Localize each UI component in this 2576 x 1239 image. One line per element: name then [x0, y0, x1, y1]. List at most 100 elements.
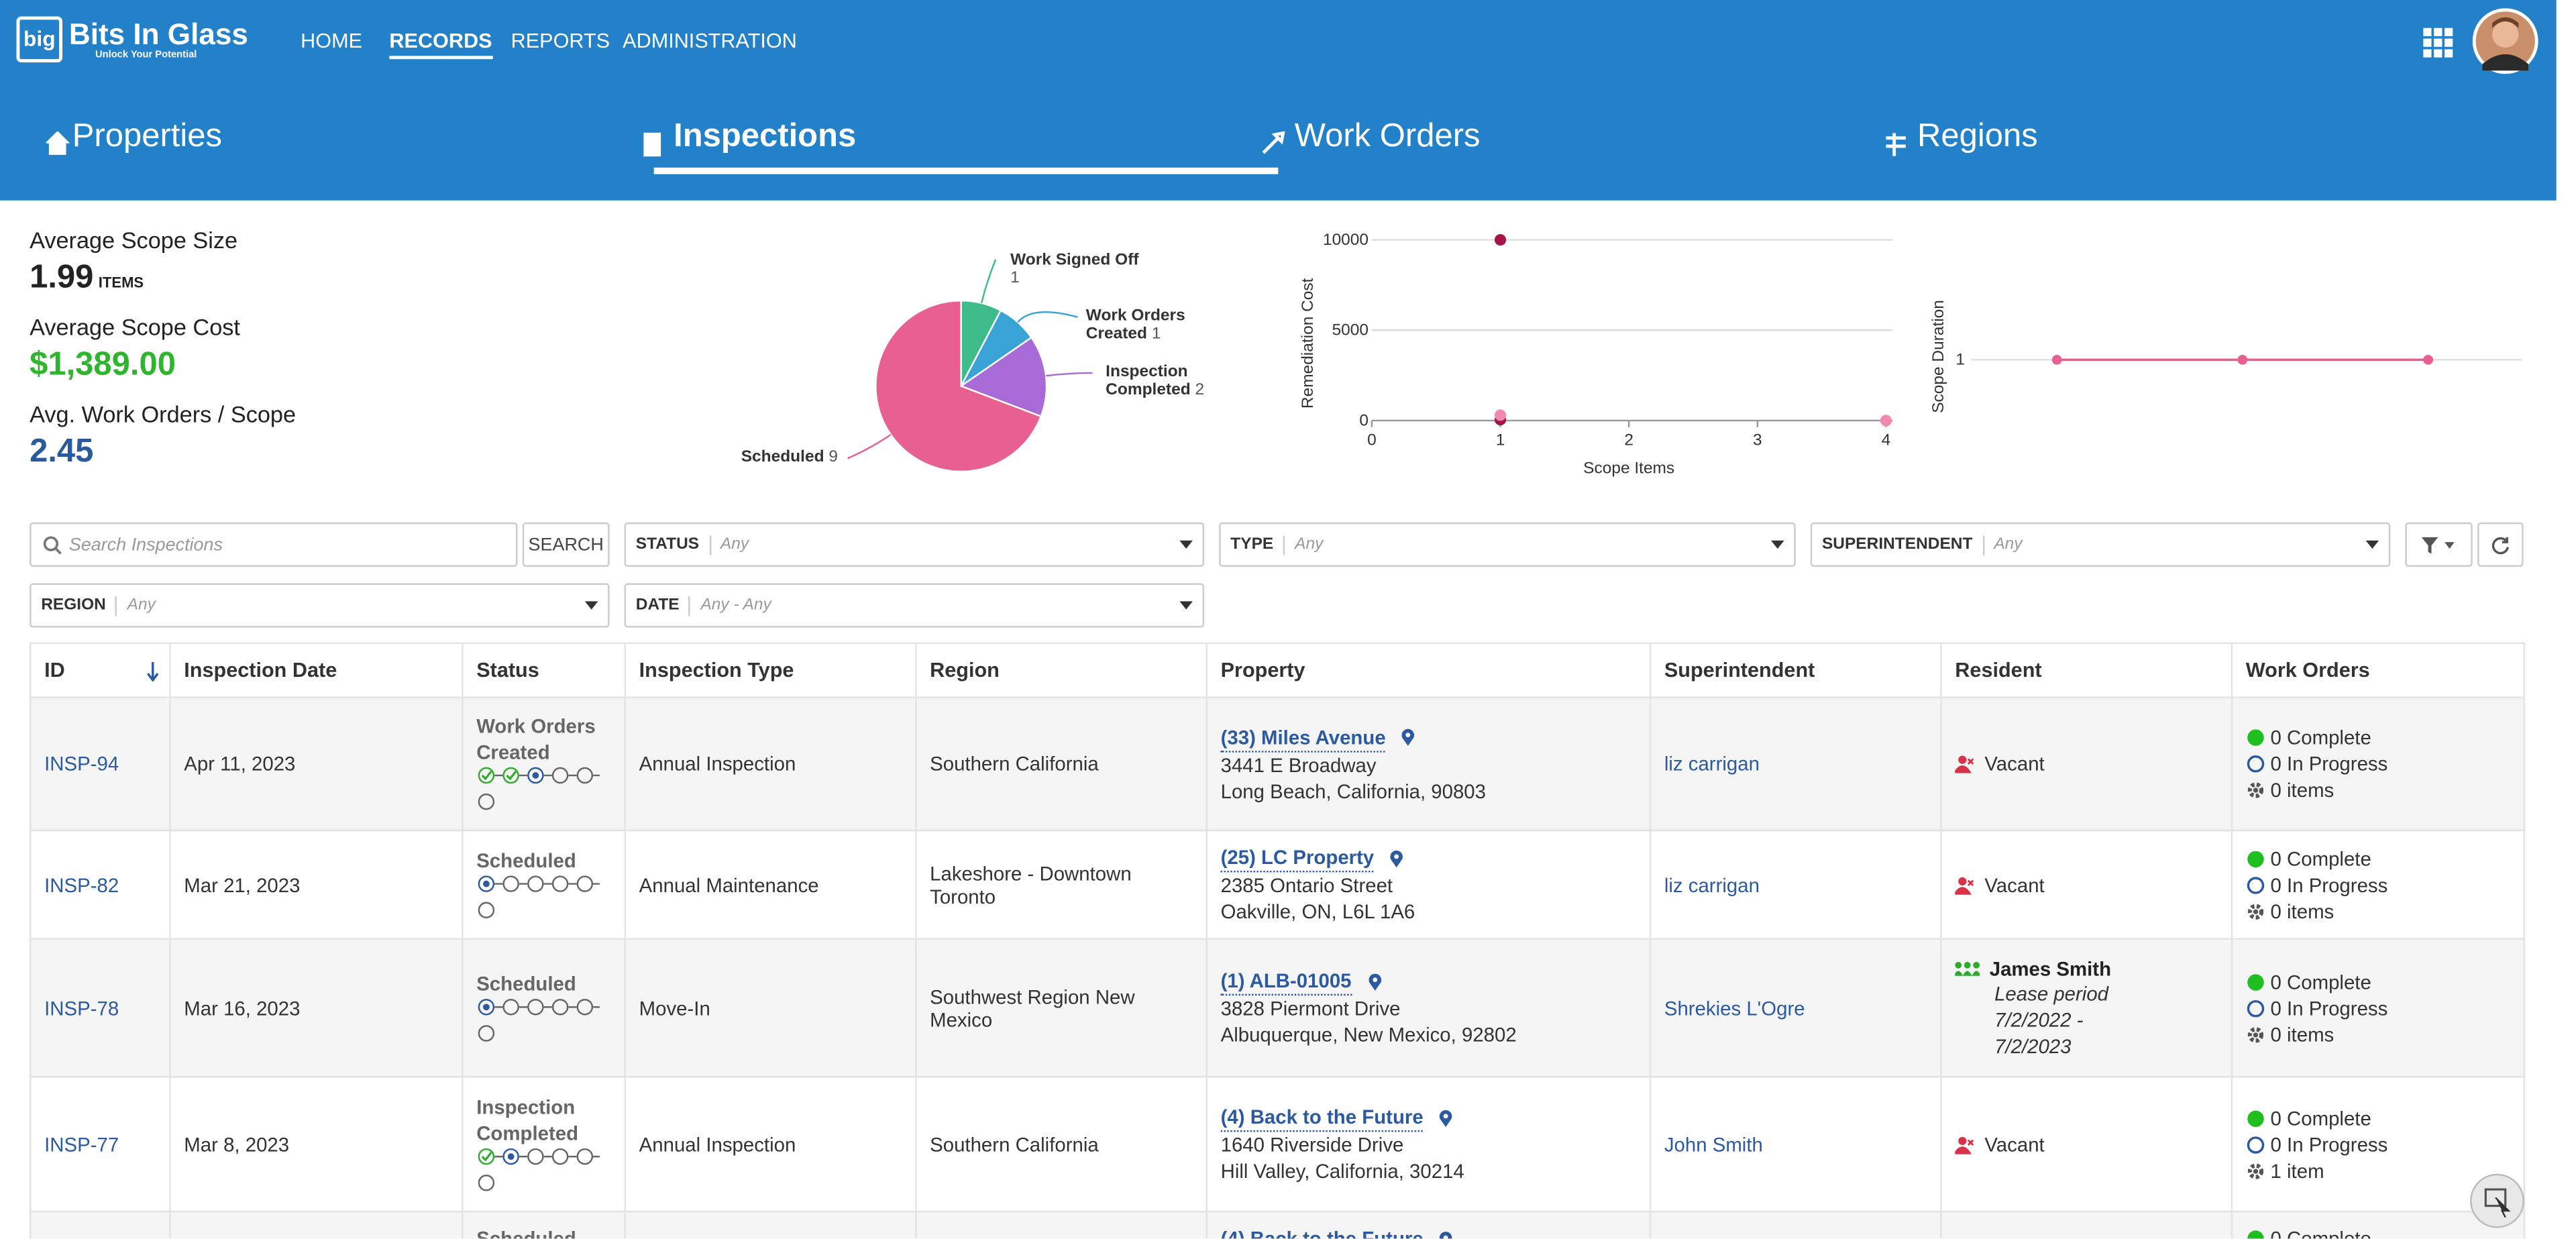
column-header[interactable]: Resident [1940, 642, 2233, 698]
superintendent[interactable]: liz carrigan [1664, 752, 1760, 775]
nav-item[interactable]: RECORDS [389, 30, 492, 60]
table-cell: Inspection Completed [462, 1076, 627, 1213]
icon-pin[interactable] [1399, 728, 1418, 747]
table-row[interactable]: Scheduled (4) Back to the Future 0 Complet… [30, 1210, 2526, 1239]
search-box[interactable]: Search Inspections [30, 522, 518, 567]
inspection-id[interactable]: INSP-78 [44, 996, 119, 1020]
table-row[interactable]: INSP-82 Mar 21, 2023 Scheduled Annual Maint… [30, 829, 2526, 940]
superintendent[interactable]: John Smith [1664, 1132, 1763, 1156]
tab[interactable]: Regions [1917, 118, 2038, 155]
inspection-id[interactable]: INSP-94 [44, 752, 119, 775]
tab[interactable]: Properties [72, 118, 222, 155]
inspection-id[interactable]: INSP-77 [44, 1132, 119, 1156]
table-cell: (1) ALB-01005 3828 Piermont Drive Albuquer… [1205, 938, 1652, 1078]
status: Inspection Completed [476, 1095, 579, 1144]
work-order-count: 0 In Progress [2270, 996, 2388, 1020]
work-order-count: 0 In Progress [2270, 752, 2388, 775]
table-cell: Southwest Region New Mexico [915, 938, 1208, 1078]
property-name[interactable]: (33) Miles Avenue [1220, 724, 1386, 752]
work-order-line: 0 Complete [2246, 969, 2510, 995]
status-progress [478, 1147, 600, 1191]
filter-dropdown[interactable]: STATUS Any [624, 522, 1205, 567]
nav-item[interactable]: REPORTS [511, 30, 610, 53]
table-header: ID Inspection Date Status Inspection Type Re… [30, 642, 2526, 698]
status: Scheduled [476, 971, 576, 995]
property-name[interactable]: (25) LC Property [1220, 845, 1375, 873]
filter-dropdown[interactable]: REGION Any [30, 583, 610, 628]
property-city: Hill Valley, California, 30214 [1220, 1159, 1464, 1183]
icon-gear-hub [2253, 788, 2259, 793]
work-order-count: 0 items [2270, 899, 2334, 923]
property-name[interactable]: (1) ALB-01005 [1220, 967, 1352, 996]
tab[interactable]: Work Orders [1294, 118, 1481, 155]
column-header[interactable]: Inspection Type [624, 642, 917, 698]
pie-slice [875, 299, 1042, 473]
tab[interactable]: Inspections [674, 118, 857, 155]
table-cell [30, 1210, 171, 1239]
resident-lease: Lease period 7/2/2022 - 7/2/2023 [1994, 981, 2109, 1057]
column-header[interactable]: Superintendent [1649, 642, 1942, 698]
icon-pin[interactable] [1364, 972, 1384, 991]
progress-step [576, 998, 594, 1015]
icon-complete [2247, 1110, 2264, 1126]
icon-pin[interactable] [1436, 1230, 1456, 1239]
column-header[interactable]: Inspection Date [169, 642, 464, 698]
icon-gear [2247, 903, 2264, 919]
property-name[interactable]: (4) Back to the Future [1220, 1104, 1424, 1132]
logo-mark[interactable]: big [16, 16, 63, 63]
apps-icon[interactable] [2423, 28, 2453, 58]
work-order-count: 0 Complete [2270, 726, 2371, 749]
resident-name: Vacant [1984, 873, 2045, 896]
sort-arrow-shape [147, 661, 159, 682]
search-button[interactable]: SEARCH [522, 522, 610, 567]
table-cell: Scheduled [462, 829, 627, 940]
column-header[interactable]: Property [1205, 642, 1652, 698]
icon-pin[interactable] [1387, 849, 1407, 868]
table-cell: (4) Back to the Future [1205, 1210, 1652, 1239]
table-row[interactable]: INSP-78 Mar 16, 2023 Scheduled Move-In South… [30, 938, 2526, 1078]
icon-body [1962, 970, 1972, 975]
filter-caret [1179, 540, 1193, 549]
filter-dropdown[interactable]: TYPE Any [1219, 522, 1796, 567]
pie-label: Inspection Completed 2 [1106, 363, 1220, 399]
pie-label-value: 9 [828, 448, 838, 467]
icon-complete [2247, 973, 2264, 990]
column-header[interactable]: Status [462, 642, 627, 698]
nav-item[interactable]: HOME [301, 30, 363, 53]
icon-head [1958, 755, 1967, 764]
work-order-count: 1 item [2270, 1159, 2324, 1183]
active-tab-indicator [653, 167, 1279, 174]
column-header[interactable]: Region [915, 642, 1208, 698]
table-cell: (25) LC Property 2385 Ontario Street Oakvi… [1205, 829, 1652, 940]
logo-title: Bits In Glass [68, 17, 248, 51]
inspection-type: Annual Inspection [639, 752, 796, 775]
filter-dropdown[interactable]: DATE Any - Any [624, 583, 1205, 628]
inspection-id[interactable]: INSP-82 [44, 873, 119, 896]
column-header[interactable]: ID [30, 642, 171, 698]
property-name[interactable]: (4) Back to the Future [1221, 1226, 1424, 1238]
avatar[interactable] [2472, 8, 2538, 74]
y-tick-label: 5000 [1332, 321, 1368, 339]
floating-button[interactable] [2469, 1173, 2525, 1229]
progress-step [527, 767, 544, 784]
region: Southern California [930, 752, 1099, 775]
column-header[interactable]: Work Orders [2231, 642, 2526, 698]
inspection-type: Move-In [639, 996, 710, 1020]
icon-pin[interactable] [1436, 1108, 1456, 1128]
property-street: 3828 Piermont Drive [1220, 997, 1401, 1020]
search-placeholder: Search Inspections [68, 535, 223, 555]
table-row[interactable]: INSP-94 Apr 11, 2023 Work Orders Created An… [30, 696, 2526, 832]
table-row[interactable]: INSP-77 Mar 8, 2023 Inspection Completed An… [30, 1076, 2526, 1213]
superintendent[interactable]: Shrekies L'Ogre [1664, 996, 1805, 1020]
sort-arrow [147, 661, 159, 682]
superintendent[interactable]: liz carrigan [1664, 873, 1760, 896]
nav-item[interactable]: ADMINISTRATION [623, 30, 797, 53]
filter-button[interactable] [2405, 522, 2473, 567]
filter-dropdown[interactable]: SUPERINTENDENT Any [1810, 522, 2391, 567]
icon-ring [2247, 1135, 2265, 1153]
refresh-button[interactable] [2477, 522, 2524, 567]
tab-icon-shape [643, 132, 661, 157]
progress-current-dot [483, 1003, 490, 1010]
x-tick-label: 1 [1496, 431, 1505, 449]
table-cell [1940, 1210, 2233, 1239]
